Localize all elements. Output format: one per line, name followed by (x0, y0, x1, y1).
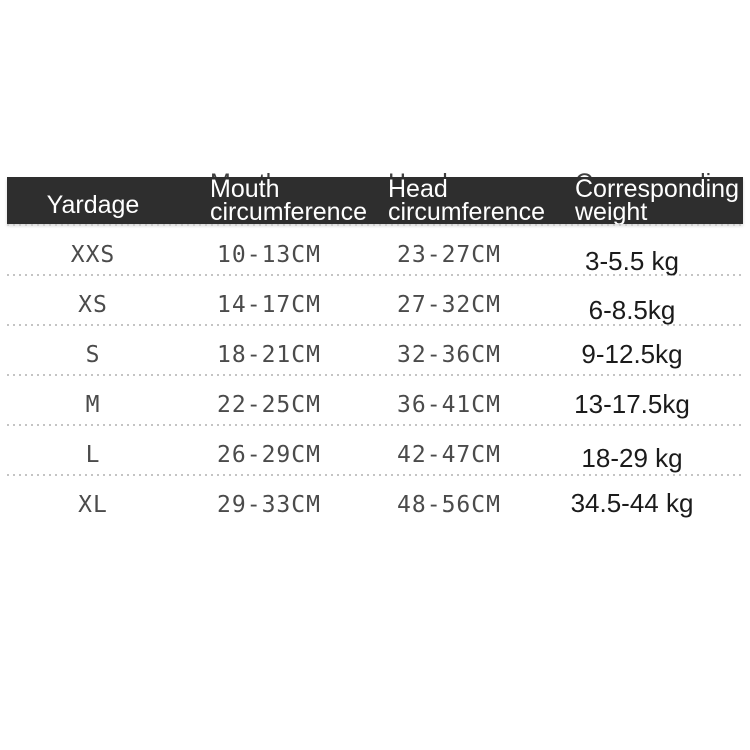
row-separator (7, 224, 743, 226)
weight-cell: 18-29 kg (581, 443, 683, 473)
mouth-circumference-cell: 29-33CM (217, 491, 321, 518)
weight-cell: 13-17.5kg (574, 389, 690, 419)
weight-cell: 34.5-44 kg (570, 488, 694, 518)
column-header-mouth-circumference: Mouth circumference (210, 177, 367, 224)
head-circumference-cell: 27-32CM (397, 291, 501, 318)
column-header-head-circumference: Head circumference (388, 177, 545, 224)
row-separator (7, 474, 743, 476)
table-row-l: L 26-29CM 42-47CM 18-29 kg (7, 426, 743, 474)
mouth-circumference-cell: 26-29CM (217, 441, 321, 468)
size-cell: M (85, 391, 101, 418)
table-row-xxs: XXS 10-13CM 23-27CM 3-5.5 kg (7, 226, 743, 277)
table-body: XXS 10-13CM 23-27CM 3-5.5 kg XS 14-17CM … (7, 224, 743, 524)
row-separator (7, 374, 743, 376)
table-row-xl: XL 29-33CM 48-56CM 34.5-44 kg (7, 476, 743, 524)
table-row-m: M 22-25CM 36-41CM 13-17.5kg (7, 376, 743, 424)
size-cell: XS (78, 291, 108, 318)
table-header: Yardage Mouth circumference Head circumf… (7, 170, 743, 224)
header-bar (7, 177, 743, 224)
head-circumference-cell: 36-41CM (397, 391, 501, 418)
table-row-s: S 18-21CM 32-36CM 9-12.5kg (7, 326, 743, 374)
header-text-layer: Yardage Mouth circumference Head circumf… (7, 177, 743, 224)
size-cell: XXS (70, 241, 116, 268)
size-cell: L (85, 441, 101, 468)
row-separator (7, 324, 743, 326)
head-circumference-cell: 23-27CM (397, 241, 501, 268)
mouth-circumference-cell: 10-13CM (217, 241, 321, 268)
row-separator (7, 274, 743, 276)
weight-cell: 9-12.5kg (581, 339, 683, 369)
table-row-xs: XS 14-17CM 27-32CM 6-8.5kg (7, 276, 743, 326)
row-separator (7, 424, 743, 426)
mouth-circumference-cell: 18-21CM (217, 341, 321, 368)
size-cell: S (85, 341, 101, 368)
head-circumference-cell: 32-36CM (397, 341, 501, 368)
column-header-corresponding-weight: Corresponding weight (575, 177, 739, 224)
mouth-circumference-cell: 14-17CM (217, 291, 321, 318)
weight-cell: 6-8.5kg (588, 295, 676, 325)
head-circumference-cell: 42-47CM (397, 441, 501, 468)
head-circumference-cell: 48-56CM (397, 491, 501, 518)
mouth-circumference-cell: 22-25CM (217, 391, 321, 418)
weight-cell: 3-5.5 kg (585, 246, 679, 276)
column-header-yardage: Yardage (46, 190, 140, 219)
size-cell: XL (78, 491, 108, 518)
